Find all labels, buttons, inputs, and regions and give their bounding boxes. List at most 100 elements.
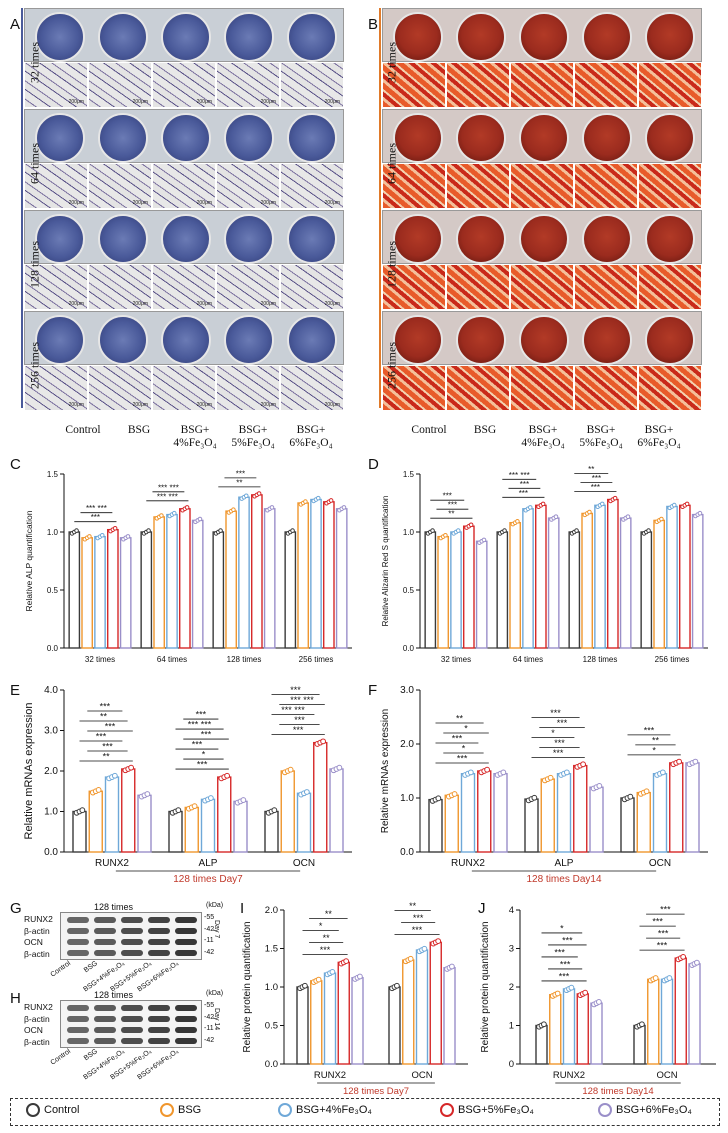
micrograph	[382, 365, 446, 411]
data-point	[343, 958, 350, 965]
y-tick-label: 2	[509, 982, 514, 993]
culture-well	[98, 113, 148, 163]
y-tick-label: 0.0	[403, 644, 415, 653]
culture-well	[287, 315, 337, 365]
protein-band	[67, 1038, 89, 1044]
group-label-b-control: Control	[411, 424, 447, 436]
data-point	[394, 982, 400, 989]
data-point	[243, 493, 249, 499]
blot-title: 128 times	[94, 902, 134, 912]
bar	[104, 776, 120, 853]
significance-label: ***	[554, 947, 565, 957]
y-tick-label: 3	[509, 944, 514, 955]
bar	[296, 792, 312, 853]
significance-label: ***	[553, 748, 564, 758]
significance-label: ***	[448, 501, 457, 510]
micrograph	[574, 62, 638, 108]
data-point	[207, 795, 214, 801]
significance-label: ***	[560, 959, 571, 969]
y-tick-label: 0.0	[400, 847, 414, 858]
blot-row-label: RUNX2	[24, 1002, 53, 1012]
protein-band	[121, 1038, 143, 1044]
significance-label: ***	[443, 492, 452, 501]
micrograph: 200μm	[88, 264, 152, 310]
data-point	[328, 498, 334, 503]
legend-swatch-bsg5	[440, 1103, 454, 1117]
micrograph: 200μm	[280, 62, 344, 108]
data-point	[79, 807, 86, 814]
data-point	[580, 761, 587, 768]
group-label-a-bsg4: BSG+ 4%Fe₃O₄	[173, 424, 217, 449]
data-point	[582, 989, 589, 996]
data-point	[563, 769, 570, 776]
bar	[460, 772, 476, 853]
data-point	[455, 528, 461, 533]
protein-band	[175, 1005, 197, 1011]
data-point	[443, 532, 448, 538]
data-point	[271, 807, 278, 814]
data-point	[430, 528, 435, 533]
y-tick-label: 4	[509, 905, 514, 916]
data-point	[574, 528, 579, 533]
y-tick-label: 4.0	[44, 685, 58, 696]
well-strip	[382, 8, 702, 62]
data-point	[407, 955, 414, 962]
micrograph: 200μm	[152, 264, 216, 310]
y-tick-label: 2.0	[265, 905, 278, 916]
legend-swatch-bsg6	[598, 1103, 612, 1117]
panel-letter-a: A	[10, 16, 21, 33]
significance-label: **	[652, 735, 660, 745]
data-point	[357, 973, 363, 980]
panel-letter-i: I	[240, 900, 245, 917]
bar	[297, 502, 309, 649]
protein-band	[148, 1005, 170, 1011]
bar	[217, 776, 232, 853]
data-point	[467, 769, 474, 776]
significance-label: ***	[197, 760, 208, 770]
data-point	[643, 788, 650, 795]
protein-band	[67, 950, 89, 956]
protein-band	[121, 1005, 143, 1011]
culture-well	[287, 214, 337, 264]
data-point	[554, 990, 561, 997]
micrograph	[382, 264, 446, 310]
significance-label: ***	[412, 925, 423, 935]
bar	[620, 797, 635, 853]
row-label-b-256: 256 times	[384, 342, 399, 389]
data-point	[171, 510, 177, 516]
data-point	[639, 1021, 645, 1028]
protein-band	[175, 1016, 197, 1022]
culture-well	[582, 315, 632, 365]
x-tick-label: RUNX2	[451, 858, 485, 869]
bar	[496, 531, 509, 649]
significance-label: **	[100, 711, 108, 721]
bar	[428, 798, 443, 853]
scale-bar: 200μm	[68, 402, 84, 408]
y-tick-label: 0	[509, 1059, 514, 1070]
data-point	[269, 505, 275, 510]
data-point	[449, 963, 455, 970]
bar	[94, 535, 106, 649]
blot-row-label: β-actin	[24, 1036, 50, 1047]
bar	[119, 537, 132, 649]
legend-swatch-control	[26, 1103, 40, 1117]
data-point	[553, 514, 559, 519]
data-point	[451, 791, 458, 797]
y-tick-label: 0.0	[265, 1059, 278, 1070]
culture-well	[582, 214, 632, 264]
significance-label: ***	[644, 725, 655, 735]
x-tick-label: RUNX2	[553, 1070, 585, 1081]
micrograph: 200μm	[152, 365, 216, 411]
significance-label: **	[323, 933, 331, 943]
kda-label: (kDa)	[206, 902, 224, 909]
scale-bar: 200μm	[196, 402, 212, 408]
scale-bar: 200μm	[260, 402, 276, 408]
well-strip	[382, 210, 702, 264]
data-point	[191, 803, 198, 810]
data-point	[435, 938, 442, 945]
data-point	[531, 794, 538, 801]
bar	[200, 798, 216, 853]
panel-letter-f: F	[368, 682, 378, 699]
bar	[335, 508, 348, 649]
culture-well	[35, 12, 85, 62]
